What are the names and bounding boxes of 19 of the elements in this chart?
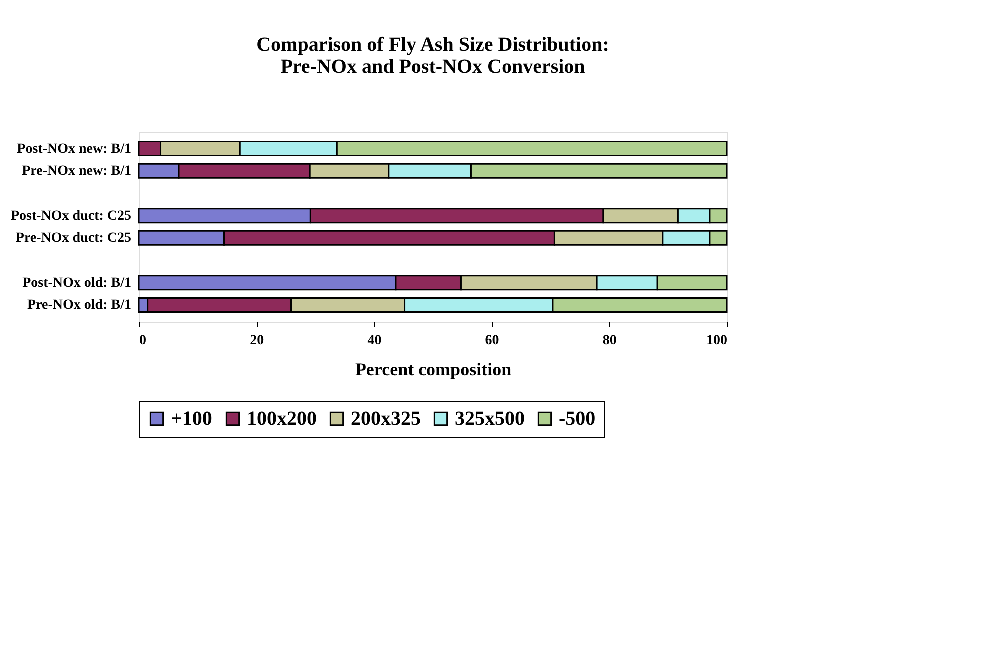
x-tick-label: 100 <box>706 334 728 348</box>
x-tick-label: 40 <box>368 334 382 348</box>
x-tick-label: 20 <box>250 334 264 348</box>
x-tick-label: 80 <box>602 334 617 348</box>
y-tick-label: Post-NOx old: B/1 <box>22 276 132 291</box>
x-axis-title: Percent composition <box>355 360 512 380</box>
legend-label: 100x200 <box>247 408 317 430</box>
y-tick-label: Post-NOx duct: C25 <box>10 208 132 224</box>
x-tick-label: 0 <box>140 334 146 348</box>
y-tick-label: Pre-NOx duct: C25 <box>16 231 132 246</box>
y-tick-label: Pre-NOx new: B/1 <box>22 164 132 180</box>
legend-label: 200x325 <box>351 408 421 430</box>
legend-label: -500 <box>559 408 596 430</box>
y-tick-label: Pre-NOx old: B/1 <box>28 298 132 314</box>
chart-title: Comparison of Fly Ash Size Distribution: Pre-NOx and Post-NOx Conversion <box>256 34 610 78</box>
legend-label: 325x500 <box>455 408 525 430</box>
y-tick-label: Post-NOx new: B/1 <box>17 142 132 157</box>
legend-label: +100 <box>171 408 212 430</box>
x-tick-label: 60 <box>485 334 500 348</box>
